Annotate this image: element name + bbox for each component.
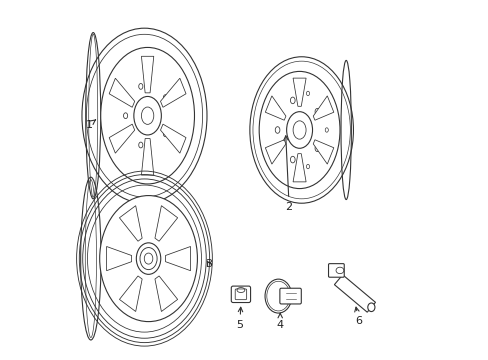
Polygon shape bbox=[292, 78, 305, 106]
Polygon shape bbox=[119, 276, 142, 311]
Polygon shape bbox=[109, 124, 134, 153]
Ellipse shape bbox=[134, 96, 161, 135]
Ellipse shape bbox=[144, 253, 153, 264]
Polygon shape bbox=[313, 96, 333, 120]
Polygon shape bbox=[119, 206, 142, 241]
FancyBboxPatch shape bbox=[231, 286, 250, 302]
FancyBboxPatch shape bbox=[279, 288, 301, 304]
Ellipse shape bbox=[100, 195, 197, 321]
Polygon shape bbox=[106, 247, 131, 271]
Ellipse shape bbox=[292, 121, 305, 139]
Text: 1: 1 bbox=[85, 120, 95, 130]
Polygon shape bbox=[141, 139, 153, 175]
Polygon shape bbox=[109, 78, 134, 107]
Ellipse shape bbox=[141, 107, 154, 124]
Polygon shape bbox=[160, 78, 185, 107]
Ellipse shape bbox=[259, 71, 339, 189]
Ellipse shape bbox=[286, 112, 312, 148]
Ellipse shape bbox=[140, 248, 157, 270]
Polygon shape bbox=[165, 247, 190, 271]
Polygon shape bbox=[160, 124, 185, 153]
Polygon shape bbox=[141, 56, 153, 93]
Ellipse shape bbox=[367, 303, 374, 311]
FancyBboxPatch shape bbox=[235, 289, 246, 300]
Polygon shape bbox=[292, 154, 305, 182]
Polygon shape bbox=[155, 206, 177, 241]
Text: 3: 3 bbox=[205, 259, 212, 269]
Text: 5: 5 bbox=[236, 307, 243, 330]
Polygon shape bbox=[155, 276, 177, 311]
Text: 4: 4 bbox=[276, 313, 283, 330]
Polygon shape bbox=[334, 275, 375, 312]
Ellipse shape bbox=[101, 48, 194, 184]
Ellipse shape bbox=[136, 243, 161, 274]
Text: 2: 2 bbox=[283, 136, 292, 212]
Polygon shape bbox=[265, 96, 285, 120]
FancyBboxPatch shape bbox=[328, 264, 344, 277]
Text: 6: 6 bbox=[354, 307, 362, 326]
Polygon shape bbox=[313, 140, 333, 164]
Polygon shape bbox=[265, 140, 285, 164]
